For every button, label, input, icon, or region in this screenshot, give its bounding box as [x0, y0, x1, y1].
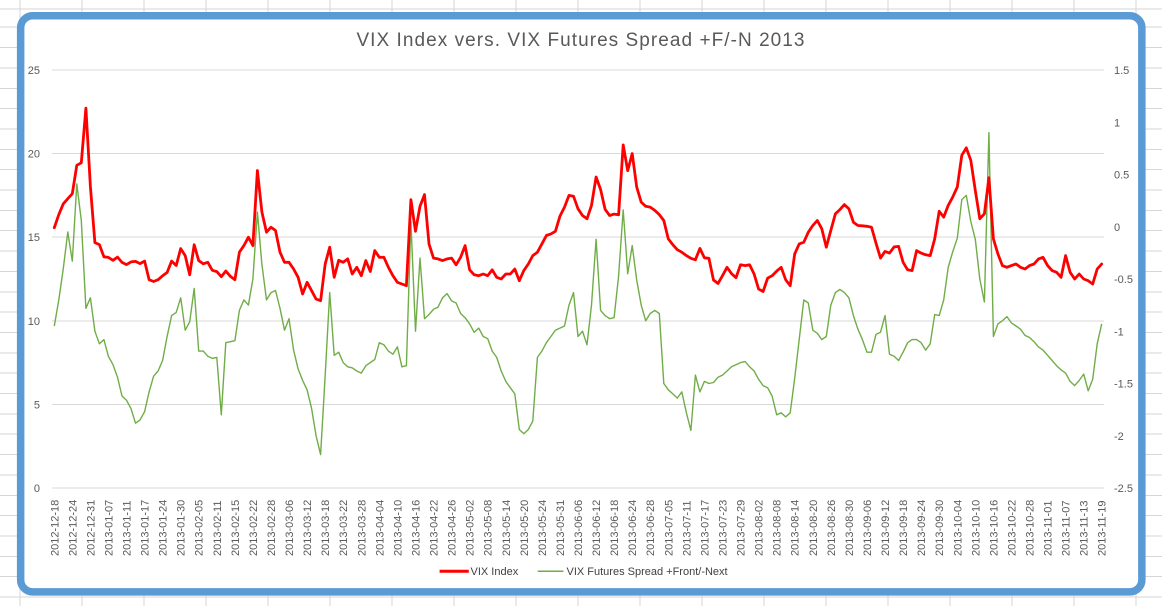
svg-text:2013-04-16: 2013-04-16: [411, 500, 423, 556]
svg-text:2013-11-01: 2013-11-01: [1043, 501, 1055, 556]
svg-text:-1: -1: [1114, 326, 1124, 338]
svg-text:2013-04-22: 2013-04-22: [429, 500, 441, 556]
svg-text:5: 5: [34, 399, 40, 411]
svg-text:2013-07-17: 2013-07-17: [699, 500, 711, 556]
svg-text:2013-07-11: 2013-07-11: [681, 501, 693, 556]
svg-text:2013-05-02: 2013-05-02: [465, 500, 477, 556]
svg-text:2013-10-04: 2013-10-04: [952, 500, 964, 556]
svg-text:2013-07-29: 2013-07-29: [736, 500, 748, 556]
svg-text:1.5: 1.5: [1114, 65, 1129, 77]
svg-text:2013-02-28: 2013-02-28: [266, 500, 278, 556]
svg-text:2013-05-08: 2013-05-08: [483, 500, 495, 556]
svg-text:2012-12-24: 2012-12-24: [67, 500, 79, 556]
svg-text:15: 15: [28, 232, 40, 244]
svg-text:2012-12-18: 2012-12-18: [49, 500, 61, 556]
svg-text:2013-04-26: 2013-04-26: [447, 500, 459, 556]
svg-text:10: 10: [28, 316, 40, 328]
svg-text:25: 25: [28, 65, 40, 77]
svg-text:2012-12-31: 2012-12-31: [85, 500, 97, 556]
svg-text:-0.5: -0.5: [1114, 274, 1133, 286]
svg-text:2013-03-22: 2013-03-22: [338, 500, 350, 556]
svg-text:2013-03-28: 2013-03-28: [356, 500, 368, 556]
svg-text:2013-01-11: 2013-01-11: [122, 501, 134, 556]
svg-text:0: 0: [1114, 222, 1120, 234]
svg-text:2013-03-12: 2013-03-12: [302, 500, 314, 556]
svg-text:2013-09-30: 2013-09-30: [934, 500, 946, 556]
svg-text:2013-10-16: 2013-10-16: [988, 500, 1000, 556]
svg-text:2013-11-13: 2013-11-13: [1079, 501, 1091, 556]
svg-text:2013-02-15: 2013-02-15: [230, 500, 242, 556]
svg-text:2013-10-28: 2013-10-28: [1025, 500, 1037, 556]
svg-text:2013-07-05: 2013-07-05: [663, 500, 675, 556]
svg-text:2013-09-06: 2013-09-06: [862, 500, 874, 556]
svg-text:2013-01-07: 2013-01-07: [103, 500, 115, 556]
svg-text:2013-04-10: 2013-04-10: [392, 500, 404, 556]
svg-text:2013-06-12: 2013-06-12: [591, 500, 603, 556]
svg-text:2013-01-24: 2013-01-24: [158, 500, 170, 556]
svg-text:2013-08-14: 2013-08-14: [790, 500, 802, 556]
svg-text:0.5: 0.5: [1114, 170, 1129, 182]
svg-text:-1.5: -1.5: [1114, 379, 1133, 391]
svg-text:2013-11-19: 2013-11-19: [1097, 501, 1109, 556]
svg-text:2013-01-17: 2013-01-17: [140, 500, 152, 556]
svg-text:2013-07-23: 2013-07-23: [718, 500, 730, 556]
svg-text:VIX Index vers. VIX Futures Sp: VIX Index vers. VIX Futures Spread +F/-N…: [356, 30, 805, 51]
svg-text:-2: -2: [1114, 431, 1124, 443]
svg-text:VIX Futures Spread +Front/-Nex: VIX Futures Spread +Front/-Next: [567, 566, 728, 578]
svg-text:-2.5: -2.5: [1114, 483, 1133, 495]
svg-text:2013-09-24: 2013-09-24: [916, 500, 928, 556]
svg-text:2013-06-06: 2013-06-06: [573, 500, 585, 556]
svg-text:2013-09-12: 2013-09-12: [880, 500, 892, 556]
svg-text:2013-05-20: 2013-05-20: [519, 500, 531, 556]
svg-text:2013-05-31: 2013-05-31: [555, 500, 567, 556]
svg-text:2013-08-08: 2013-08-08: [772, 500, 784, 556]
svg-text:2013-06-28: 2013-06-28: [645, 500, 657, 556]
svg-text:2013-06-24: 2013-06-24: [627, 500, 639, 556]
svg-text:2013-08-26: 2013-08-26: [826, 500, 838, 556]
svg-text:2013-01-30: 2013-01-30: [176, 500, 188, 556]
svg-text:2013-10-22: 2013-10-22: [1006, 500, 1018, 556]
svg-text:2013-03-18: 2013-03-18: [320, 500, 332, 556]
svg-text:VIX Index: VIX Index: [471, 566, 519, 578]
svg-text:0: 0: [34, 483, 40, 495]
svg-text:1: 1: [1114, 118, 1120, 130]
svg-text:2013-11-07: 2013-11-07: [1061, 501, 1073, 556]
svg-text:2013-08-30: 2013-08-30: [844, 500, 856, 556]
svg-text:2013-08-20: 2013-08-20: [808, 500, 820, 556]
svg-text:2013-08-02: 2013-08-02: [754, 500, 766, 556]
svg-text:2013-05-24: 2013-05-24: [537, 500, 549, 556]
svg-text:20: 20: [28, 149, 40, 161]
svg-text:2013-06-18: 2013-06-18: [609, 500, 621, 556]
svg-text:2013-05-14: 2013-05-14: [501, 500, 513, 556]
svg-text:2013-02-22: 2013-02-22: [248, 500, 260, 556]
svg-text:2013-10-10: 2013-10-10: [970, 500, 982, 556]
svg-text:2013-02-05: 2013-02-05: [194, 500, 206, 556]
svg-text:2013-03-06: 2013-03-06: [284, 500, 296, 556]
svg-text:2013-02-11: 2013-02-11: [212, 501, 224, 556]
svg-text:2013-09-18: 2013-09-18: [898, 500, 910, 556]
svg-text:2013-04-04: 2013-04-04: [374, 500, 386, 556]
